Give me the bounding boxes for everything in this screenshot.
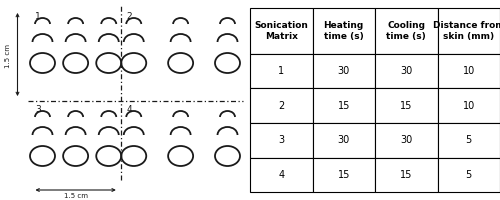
Text: 3: 3 — [35, 105, 41, 114]
Text: 2: 2 — [126, 12, 132, 21]
Text: 3 mm: 3 mm — [260, 45, 266, 66]
Text: 1: 1 — [35, 12, 41, 21]
Text: 4: 4 — [126, 105, 132, 114]
Text: 1.5 cm: 1.5 cm — [4, 44, 10, 68]
Text: 1.5 cm: 1.5 cm — [64, 193, 88, 199]
